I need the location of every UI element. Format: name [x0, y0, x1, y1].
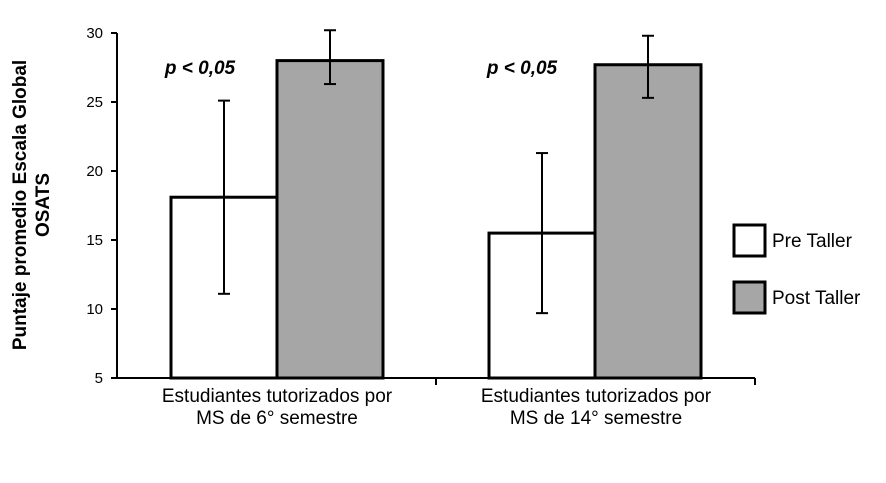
y-axis-label: Puntaje promedio Escala Global OSATS	[10, 60, 54, 350]
category-label: Estudiantes tutorizados por MS de 6° seme…	[162, 386, 393, 429]
category-label-line: Estudiantes tutorizados por	[162, 386, 393, 407]
category-label: Estudiantes tutorizados por MS de 14° sem…	[481, 386, 712, 429]
y-tick-label: 25	[86, 94, 103, 111]
error-bars-group	[218, 29, 654, 315]
category-label-line: MS de 14° semestre	[510, 408, 682, 429]
annotations-group: p < 0,05 p < 0,05	[164, 58, 558, 79]
bars-group	[169, 59, 703, 380]
y-axis-label-line: OSATS	[33, 173, 54, 237]
y-tick-label: 20	[86, 163, 103, 180]
category-label-line: MS de 6° semestre	[196, 408, 358, 429]
p-value-annotation: p < 0,05	[164, 58, 236, 79]
y-axis-title: Puntaje promedio Escala Global OSATS	[10, 60, 54, 350]
y-axis-ticks: 5 10 15 20 25 30	[86, 25, 117, 387]
legend: Pre Taller Post Taller	[732, 223, 861, 315]
legend-label: Pre Taller	[772, 231, 853, 252]
y-tick-label: 10	[86, 301, 103, 318]
p-value-annotation: p < 0,05	[486, 58, 558, 79]
category-labels: Estudiantes tutorizados por MS de 6° seme…	[162, 386, 712, 429]
category-label-line: Estudiantes tutorizados por	[481, 386, 712, 407]
bar-post-cat2	[593, 63, 703, 380]
y-tick-label: 15	[86, 232, 103, 249]
y-tick-label: 5	[95, 370, 103, 387]
legend-swatch	[732, 223, 767, 258]
legend-swatch	[732, 280, 767, 315]
y-tick-label: 30	[86, 25, 103, 42]
x-axis-ticks	[435, 378, 756, 385]
bar-post-cat1	[275, 59, 385, 380]
legend-label: Post Taller	[772, 288, 861, 309]
y-axis-label-line: Puntaje promedio Escala Global	[10, 60, 31, 350]
